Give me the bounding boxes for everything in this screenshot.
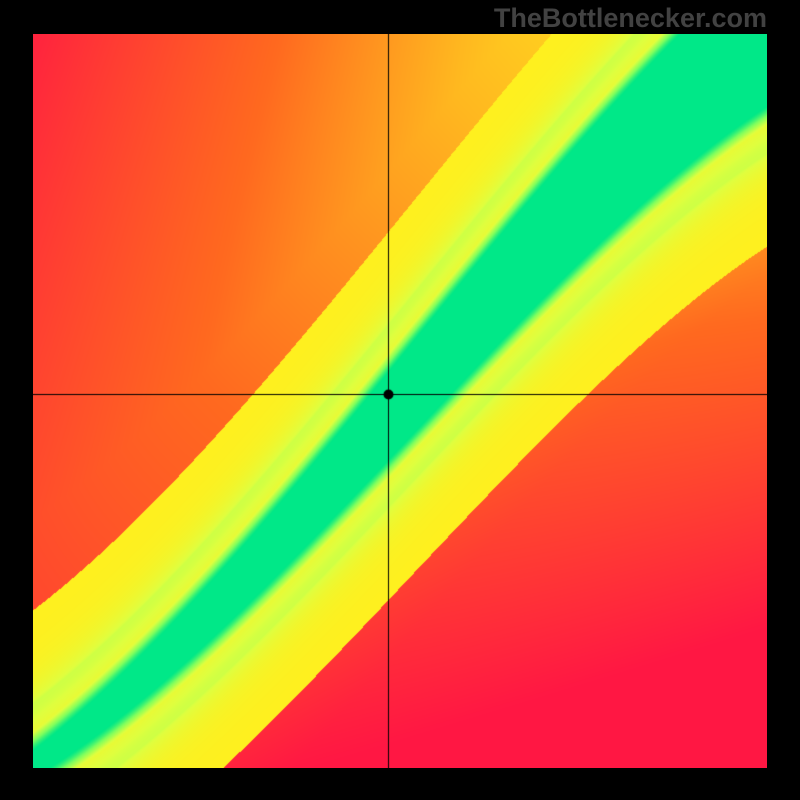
bottleneck-heatmap [33,34,767,768]
watermark-text: TheBottlenecker.com [494,3,767,34]
chart-container: TheBottlenecker.com [0,0,800,800]
